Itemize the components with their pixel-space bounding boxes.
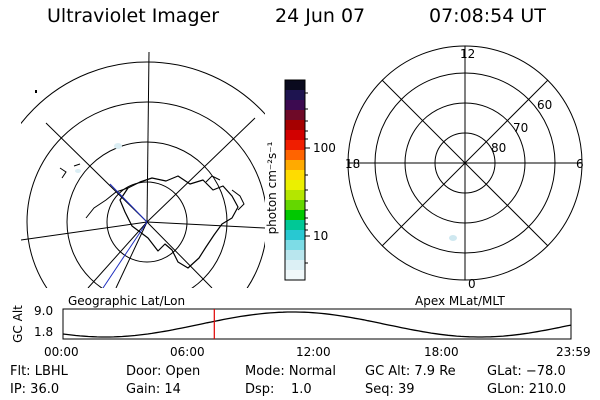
mlat-label-80: 80: [491, 141, 507, 155]
status-mode: Mode: Normal: [245, 364, 336, 379]
colorbar-cell: [285, 250, 305, 261]
altitude-curve: [62, 311, 572, 338]
time-tick-0000: 00:00: [44, 345, 79, 359]
status-glat: GLat: −78.0: [487, 364, 566, 379]
colorbar-cell: [285, 120, 305, 131]
colorbar-cell: [285, 140, 305, 151]
colorbar-cell: [285, 260, 305, 271]
mlt-label-6: 6: [576, 157, 584, 171]
mlt-label-0: 0: [468, 277, 476, 291]
colorbar-tick-100: 100: [313, 141, 336, 155]
time-tick-1800: 18:00: [424, 345, 459, 359]
colorbar-cell: [285, 270, 305, 281]
time-tick-2359: 23:59: [556, 345, 591, 359]
observation-time: 07:08:54 UT: [429, 5, 546, 27]
magnetic-panel-caption: Apex MLat/MLT: [415, 294, 505, 308]
colorbar-cell: [285, 190, 305, 201]
colorbar-cell: [285, 180, 305, 191]
status-glon: GLon: 210.0: [487, 382, 567, 397]
colorbar-cell: [285, 220, 305, 231]
mlat-label-60: 60: [537, 98, 553, 112]
geographic-panel-caption: Geographic Lat/Lon: [68, 294, 186, 308]
colorbar-cell: [285, 160, 305, 171]
mlt-label-12: 12: [460, 47, 476, 61]
status-gain: Gain: 14: [126, 382, 181, 397]
time-tick-1200: 12:00: [296, 345, 331, 359]
colorbar-tick-10: 10: [313, 229, 329, 243]
colorbar-cell: [285, 240, 305, 251]
colorbar-cell: [285, 210, 305, 221]
colorbar-cell: [285, 170, 305, 181]
mlat-label-70: 70: [513, 121, 529, 135]
status-gc-alt: GC Alt: 7.9 Re: [365, 364, 456, 379]
mlt-label-18: 18: [345, 157, 361, 171]
colorbar-cell: [285, 100, 305, 111]
colorbar-cell: [285, 130, 305, 141]
instrument-title: Ultraviolet Imager: [47, 5, 220, 27]
status-door: Door: Open: [126, 364, 201, 379]
altitude-axis-label: GC Alt: [11, 305, 25, 343]
status-dsp: Dsp: 1.0: [245, 382, 312, 397]
time-tick-0600: 06:00: [170, 345, 205, 359]
altitude-ytick-min: 1.8: [34, 325, 54, 339]
colorbar-cell: [285, 230, 305, 241]
colorbar-cell: [285, 80, 305, 91]
colorbar-cell: [285, 90, 305, 101]
colorbar-cell: [285, 110, 305, 121]
altitude-ytick-max: 9.0: [34, 304, 54, 318]
status-filter: Flt: LBHL: [10, 364, 68, 379]
colorbar-cell: [285, 200, 305, 211]
status-seq: Seq: 39: [365, 382, 415, 397]
status-ip: IP: 36.0: [10, 382, 60, 397]
observation-date: 24 Jun 07: [275, 5, 366, 27]
colorbar-cell: [285, 150, 305, 161]
